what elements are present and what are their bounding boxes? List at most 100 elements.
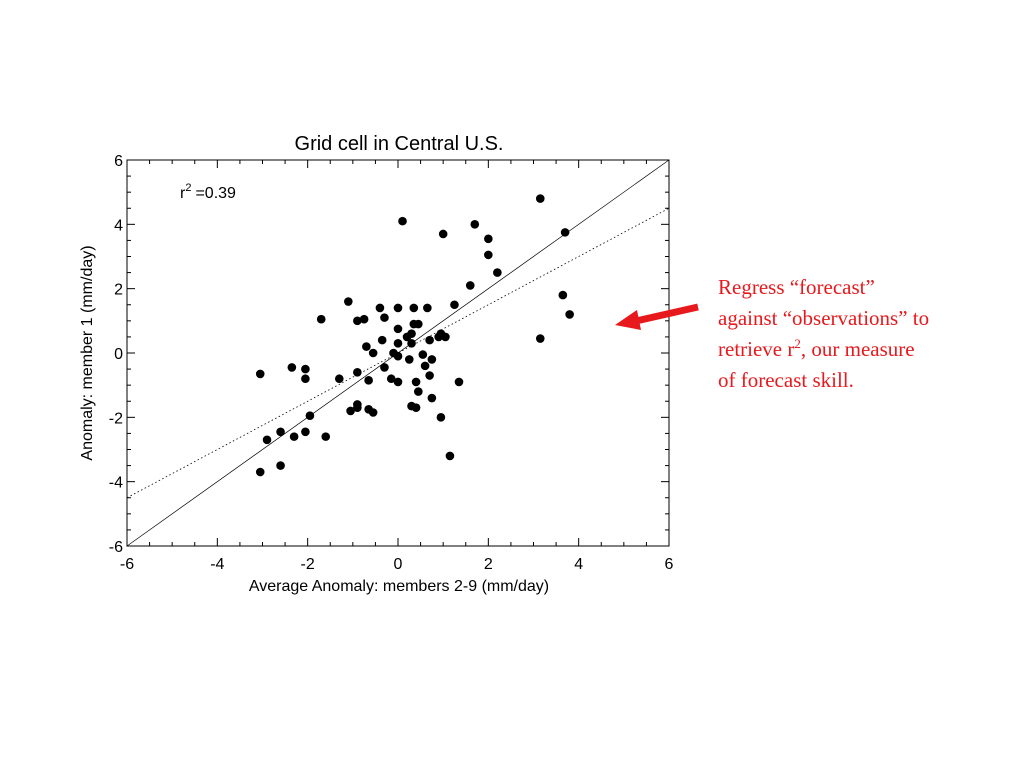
- data-point: [438, 229, 448, 239]
- note-line-3b: , our measure: [800, 337, 915, 361]
- data-point: [380, 313, 389, 322]
- data-point: [425, 335, 434, 345]
- data-point: [305, 411, 315, 421]
- data-point: [465, 281, 475, 290]
- data-point: [255, 467, 265, 477]
- data-point: [316, 314, 326, 324]
- data-point: [255, 369, 265, 379]
- data-point: [375, 303, 385, 313]
- data-point: [393, 351, 403, 361]
- data-point: [565, 310, 574, 319]
- data-point: [301, 374, 310, 384]
- y-tick-label: -6: [109, 539, 123, 556]
- data-point: [420, 361, 430, 371]
- data-point: [359, 314, 369, 324]
- note-line-1: Regress “forecast”: [718, 275, 875, 299]
- r-squared-value: =0.39: [195, 185, 236, 202]
- note-superscript: 2: [794, 336, 801, 351]
- axis-tick-labels: -6 -4 -2 0 2 4 6 -6 -4 -2 0 2 4 6: [109, 153, 674, 573]
- data-point: [427, 355, 437, 364]
- r-squared-base: r: [180, 185, 186, 202]
- pointer-arrow-icon: [615, 303, 699, 330]
- data-point: [301, 427, 310, 437]
- y-tick-label: -2: [109, 410, 123, 427]
- data-point: [301, 364, 310, 374]
- note-line-3a: retrieve r: [718, 337, 795, 361]
- data-point: [407, 339, 416, 348]
- chart-title: Grid cell in Central U.S.: [295, 133, 504, 155]
- data-point: [364, 376, 373, 385]
- x-tick-label: 2: [484, 556, 493, 573]
- data-point: [558, 290, 568, 300]
- y-tick-label: 4: [114, 217, 123, 234]
- data-point: [334, 374, 344, 384]
- data-point: [427, 393, 437, 403]
- data-point: [276, 427, 285, 437]
- data-point: [441, 332, 450, 342]
- note-line-2: against “observations” to: [718, 306, 930, 330]
- data-point: [353, 316, 362, 326]
- data-point: [450, 300, 459, 310]
- data-point: [535, 334, 545, 343]
- data-point: [411, 403, 421, 412]
- data-point: [386, 374, 396, 384]
- data-point: [377, 335, 387, 345]
- r-squared-exponent: 2: [185, 182, 191, 194]
- data-point: [393, 377, 403, 387]
- data-point: [353, 368, 362, 377]
- data-point: [321, 432, 331, 441]
- data-point: [276, 461, 285, 470]
- data-point: [425, 371, 434, 380]
- data-point: [398, 216, 407, 226]
- data-point: [414, 387, 423, 396]
- data-point: [262, 435, 272, 445]
- data-point: [454, 377, 464, 387]
- data-point: [445, 451, 455, 461]
- x-tick-label: 6: [665, 556, 674, 573]
- y-axis-label: Anomaly: member 1 (mm/day): [79, 245, 96, 460]
- data-point: [436, 413, 446, 422]
- r-squared-annotation: r2 =0.39: [180, 182, 236, 202]
- y-tick-label: 2: [114, 282, 123, 299]
- data-point: [368, 408, 378, 417]
- data-point: [344, 297, 353, 306]
- data-point: [414, 319, 423, 329]
- data-point: [484, 250, 493, 260]
- regression-line-dotted: [126, 207, 670, 499]
- data-point: [409, 303, 419, 313]
- x-tick-label: -2: [301, 556, 315, 573]
- data-point: [484, 234, 493, 244]
- data-point: [289, 432, 299, 441]
- data-point: [404, 355, 414, 364]
- note-line-4: of forecast skill.: [718, 368, 854, 392]
- x-tick-label: -6: [120, 556, 134, 573]
- data-point: [368, 348, 378, 358]
- data-point: [470, 220, 480, 229]
- x-tick-label: -4: [210, 556, 224, 573]
- data-point: [560, 228, 570, 237]
- axis-ticks: [126, 159, 670, 547]
- data-point: [411, 377, 421, 387]
- y-tick-label: -4: [109, 475, 123, 492]
- data-point: [346, 406, 355, 416]
- data-points: [255, 194, 574, 477]
- data-point: [393, 303, 403, 313]
- data-point: [393, 324, 403, 334]
- data-point: [535, 194, 545, 203]
- x-axis-label: Average Anomaly: members 2-9 (mm/day): [249, 578, 549, 595]
- y-tick-label: 6: [114, 153, 123, 170]
- data-point: [407, 329, 416, 339]
- data-point: [287, 363, 297, 372]
- x-tick-label: 0: [394, 556, 403, 573]
- data-point: [393, 339, 403, 348]
- note-line-3: retrieve r2, our measure: [718, 334, 998, 365]
- data-point: [380, 363, 389, 372]
- data-point: [423, 303, 432, 313]
- y-tick-label: 0: [114, 346, 123, 363]
- data-point: [353, 403, 362, 412]
- x-tick-label: 4: [574, 556, 583, 573]
- annotation-note: Regress “forecast” against “observations…: [718, 272, 998, 396]
- data-point: [493, 268, 502, 277]
- data-point: [362, 342, 371, 351]
